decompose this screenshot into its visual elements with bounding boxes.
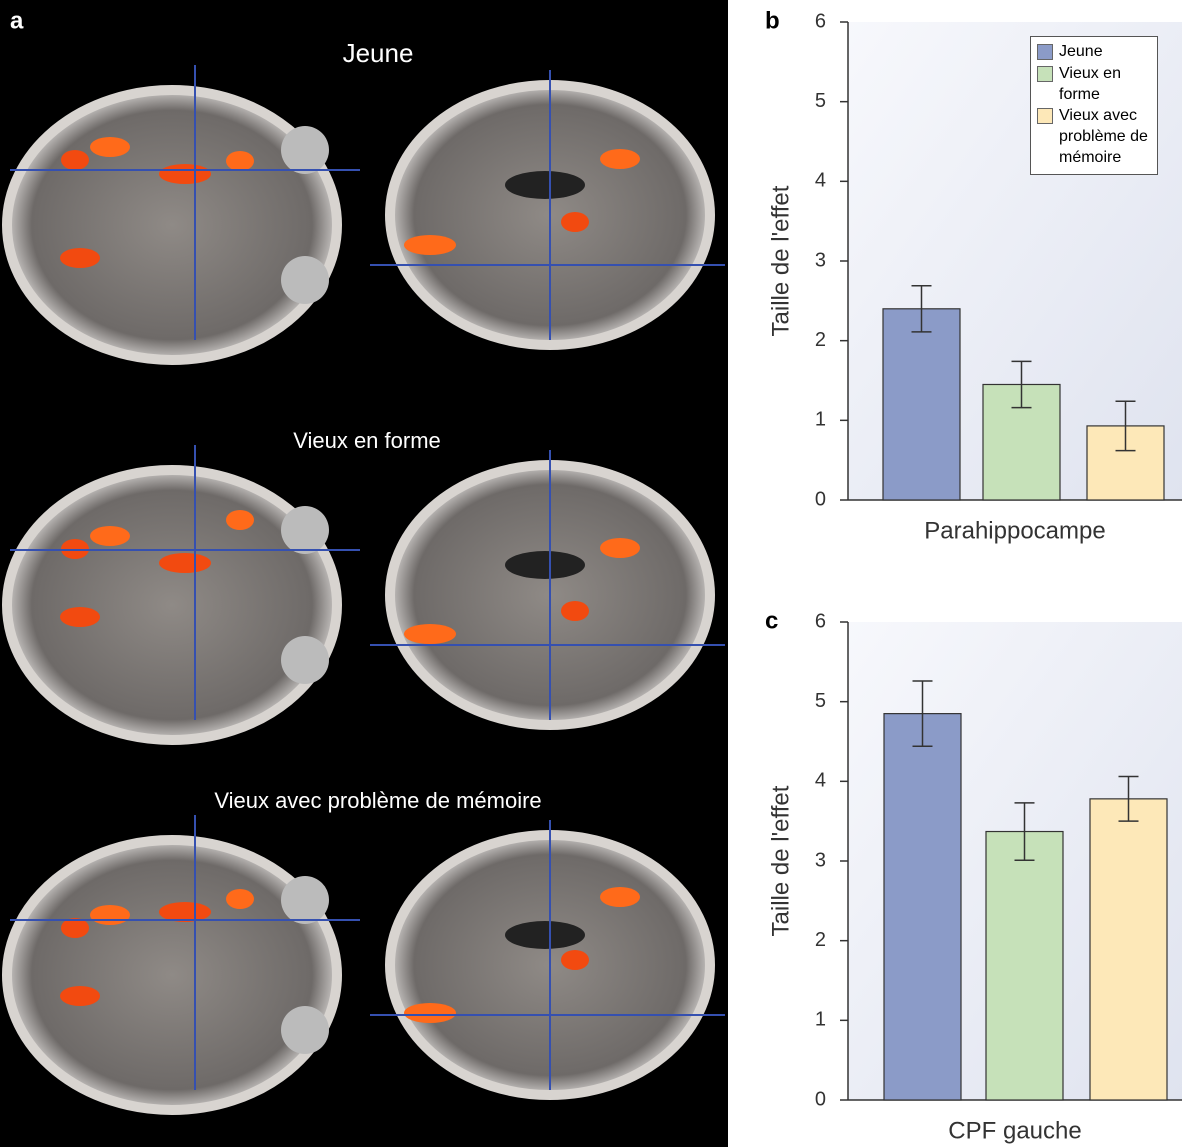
error-bar — [911, 284, 932, 333]
eye — [281, 636, 329, 684]
error-bar — [1118, 775, 1139, 822]
x-axis-label: Parahippocampe — [924, 517, 1105, 544]
activation — [561, 950, 589, 970]
panel-label: a — [10, 7, 24, 34]
legend-label: Vieux en forme — [1059, 64, 1121, 103]
y-tick-label: 6 — [815, 610, 826, 632]
activation — [61, 918, 89, 938]
activation — [61, 150, 89, 170]
y-axis-label: Taille de l'effet — [767, 185, 794, 336]
activation — [60, 607, 100, 627]
activation — [226, 889, 254, 909]
legend-swatch — [1037, 44, 1053, 60]
activation — [60, 986, 100, 1006]
y-tick-label: 5 — [815, 690, 826, 712]
activation — [561, 601, 589, 621]
y-tick-label: 6 — [815, 10, 826, 32]
legend-entry: Vieux en forme — [1037, 64, 1151, 106]
activation — [600, 887, 640, 907]
eye — [281, 506, 329, 554]
y-tick-label: 2 — [815, 329, 826, 351]
activation — [159, 553, 211, 573]
y-tick-label: 1 — [815, 1009, 826, 1031]
error-bar — [1115, 400, 1136, 452]
eye — [281, 126, 329, 174]
y-tick-label: 1 — [815, 409, 826, 431]
error-bar — [912, 680, 933, 748]
panel-label: b — [765, 7, 780, 34]
y-tick-label: 0 — [815, 488, 826, 510]
legend-label: Vieux avec problème de mémoire — [1059, 107, 1148, 166]
y-tick-label: 3 — [815, 849, 826, 871]
activation — [600, 149, 640, 169]
brain-axial — [2, 85, 342, 365]
panel-title: Jeune — [343, 38, 414, 68]
activation — [600, 538, 640, 558]
panel-label: c — [765, 607, 778, 634]
bar — [882, 308, 961, 501]
legend-label: Jeune — [1059, 43, 1103, 60]
panel-title: Vieux avec problème de mémoire — [214, 788, 541, 813]
ventricle — [505, 171, 585, 199]
eye — [281, 256, 329, 304]
activation — [60, 248, 100, 268]
activation — [561, 212, 589, 232]
legend-swatch — [1037, 65, 1053, 82]
ventricle — [505, 921, 585, 949]
legend-swatch — [1037, 108, 1053, 125]
legend: Jeune Vieux en forme Vieux avec problème d… — [1030, 36, 1158, 175]
y-tick-label: 4 — [815, 170, 826, 192]
activation — [404, 235, 456, 255]
error-bar — [1011, 360, 1032, 409]
activation — [159, 164, 211, 184]
y-tick-label: 3 — [815, 249, 826, 271]
x-axis-label: CPF gauche — [948, 1117, 1081, 1144]
activation — [226, 151, 254, 171]
activation — [226, 510, 254, 530]
panel-title: Vieux en forme — [293, 428, 441, 453]
activation — [90, 526, 130, 546]
brain-images — [2, 65, 725, 1115]
y-tick-label: 4 — [815, 770, 826, 792]
y-tick-label: 0 — [815, 1088, 826, 1110]
eye — [281, 1006, 329, 1054]
y-tick-label: 5 — [815, 90, 826, 112]
legend-entry: Vieux avec problème de mémoire — [1037, 106, 1151, 168]
brain-axial — [2, 465, 342, 745]
activation — [404, 624, 456, 644]
error-bar — [1014, 802, 1035, 861]
y-axis-label: Taille de l'effet — [767, 785, 794, 936]
bar — [883, 713, 962, 1101]
activation — [159, 902, 211, 922]
activation — [90, 137, 130, 157]
activation — [90, 905, 130, 925]
y-tick-label: 2 — [815, 929, 826, 951]
activation — [404, 1003, 456, 1023]
eye — [281, 876, 329, 924]
ventricle — [505, 551, 585, 579]
bar — [1089, 798, 1168, 1101]
legend-entry: Jeune — [1037, 42, 1151, 63]
bar — [985, 830, 1064, 1101]
brain-axial — [2, 835, 342, 1115]
